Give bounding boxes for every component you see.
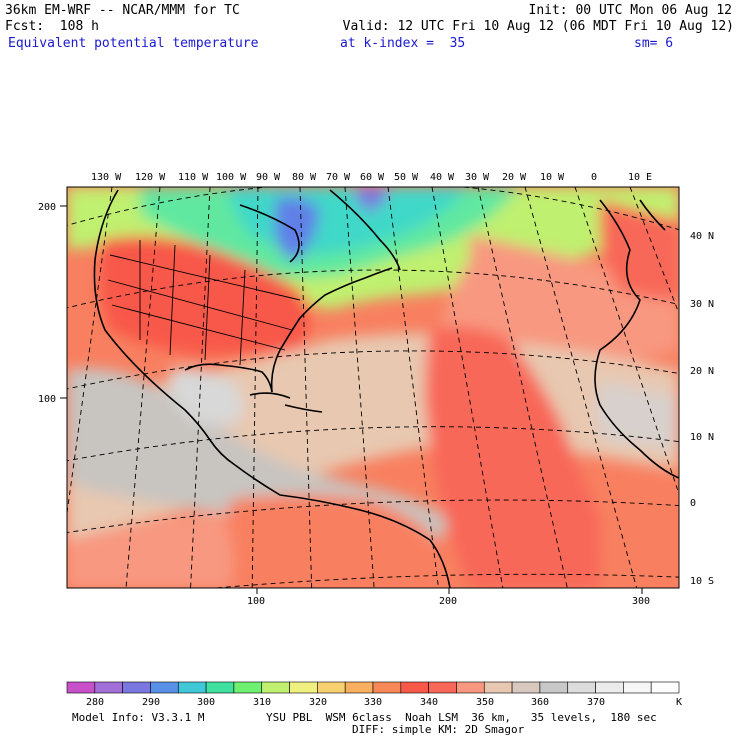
model-info: Model Info: V3.3.1 M [72,711,205,724]
colorbar-tick-label: 360 [531,697,549,708]
lon-label: 90 W [256,172,281,183]
colorbar-swatch [122,681,151,694]
theta-e-field [67,187,679,588]
colorbar-swatch [650,681,680,694]
smoothing-label: sm= 6 [634,36,674,51]
colorbar-swatch [483,681,513,694]
colorbar [66,681,680,694]
lon-label: 60 W [360,172,385,183]
colorbar-swatch [233,681,263,694]
colorbar-swatch [595,681,624,694]
lon-label: 110 W [178,172,209,183]
grid-x-label: 300 [632,596,650,607]
model-title: 36km EM-WRF -- NCAR/MMM for TC [5,3,240,18]
colorbar-tick-label: 310 [253,697,271,708]
grid-index-labels: 200 100 100 200 300 [38,202,650,607]
colorbar-swatch [428,681,457,694]
colorbar-swatch [344,681,374,694]
forecast-hour: Fcst: 108 h [5,19,99,34]
field-name: Equivalent potential temperature [8,36,259,51]
diffusion-info: DIFF: simple KM: 2D Smagor [352,723,525,736]
lat-label: 20 N [690,366,714,377]
colorbar-tick-label: 300 [197,697,215,708]
lat-labels: 40 N 30 N 20 N 10 N 0 10 S [690,231,714,587]
colorbar-swatch [511,681,541,694]
colorbar-swatch [150,681,179,694]
colorbar-tick-label: 370 [587,697,605,708]
graticule [67,187,679,588]
lat-label: 10 N [690,432,714,443]
lon-label: 120 W [135,172,166,183]
lon-label: 50 W [394,172,419,183]
lon-label: 10 E [628,172,652,183]
lon-label: 30 W [465,172,490,183]
valid-time: Valid: 12 UTC Fri 10 Aug 12 (06 MDT Fri … [342,19,734,34]
grid-x-label: 200 [439,596,457,607]
colorbar-tick-label: 330 [364,697,382,708]
grid-y-label: 200 [38,202,56,213]
colorbar-swatch [66,681,96,694]
colorbar-tick-label: 320 [309,697,327,708]
colorbar-swatch [623,681,652,694]
lon-label: 100 W [216,172,247,183]
colorbar-tick-label: 290 [142,697,160,708]
lon-label: 0 [591,172,597,183]
physics-info: YSU PBL WSM 6class Noah LSM 36 km, 35 le… [266,711,657,724]
colorbar-swatch [317,681,346,694]
colorbar-tick-label: 280 [86,697,104,708]
state-borders [107,240,301,366]
colorbar-swatch [205,681,235,694]
lon-labels: 130 W 120 W 110 W 100 W 90 W 80 W 70 W 6… [91,172,652,183]
colorbar-swatch [372,681,402,694]
lon-label: 40 W [430,172,455,183]
colorbar-swatch [261,681,290,694]
lon-label: 70 W [326,172,351,183]
lon-label: 10 W [540,172,565,183]
lat-label: 0 [690,498,696,509]
lon-label: 20 W [502,172,527,183]
colorbar-swatch [94,681,123,694]
grid-x-label: 100 [247,596,265,607]
lat-label: 40 N [690,231,714,242]
init-time: Init: 00 UTC Mon 06 Aug 12 [528,3,733,18]
lon-label: 80 W [292,172,317,183]
lat-label: 10 S [690,576,714,587]
colorbar-swatch [456,681,485,694]
lon-label: 130 W [91,172,122,183]
grid-y-label: 100 [38,394,56,405]
colorbar-swatch [400,681,429,694]
colorbar-unit: K [676,697,682,708]
colorbar-swatch [177,681,207,694]
level-label: at k-index = 35 [340,36,466,51]
lat-label: 30 N [690,299,714,310]
colorbar-labels: 280 290 300 310 320 330 340 350 360 370 … [86,697,682,708]
colorbar-swatch [539,681,569,694]
map-frame [66,186,680,589]
colorbar-swatch [289,681,318,694]
colorbar-swatch [567,681,596,694]
coastlines [93,189,679,588]
colorbar-tick-label: 340 [420,697,438,708]
colorbar-tick-label: 350 [476,697,494,708]
